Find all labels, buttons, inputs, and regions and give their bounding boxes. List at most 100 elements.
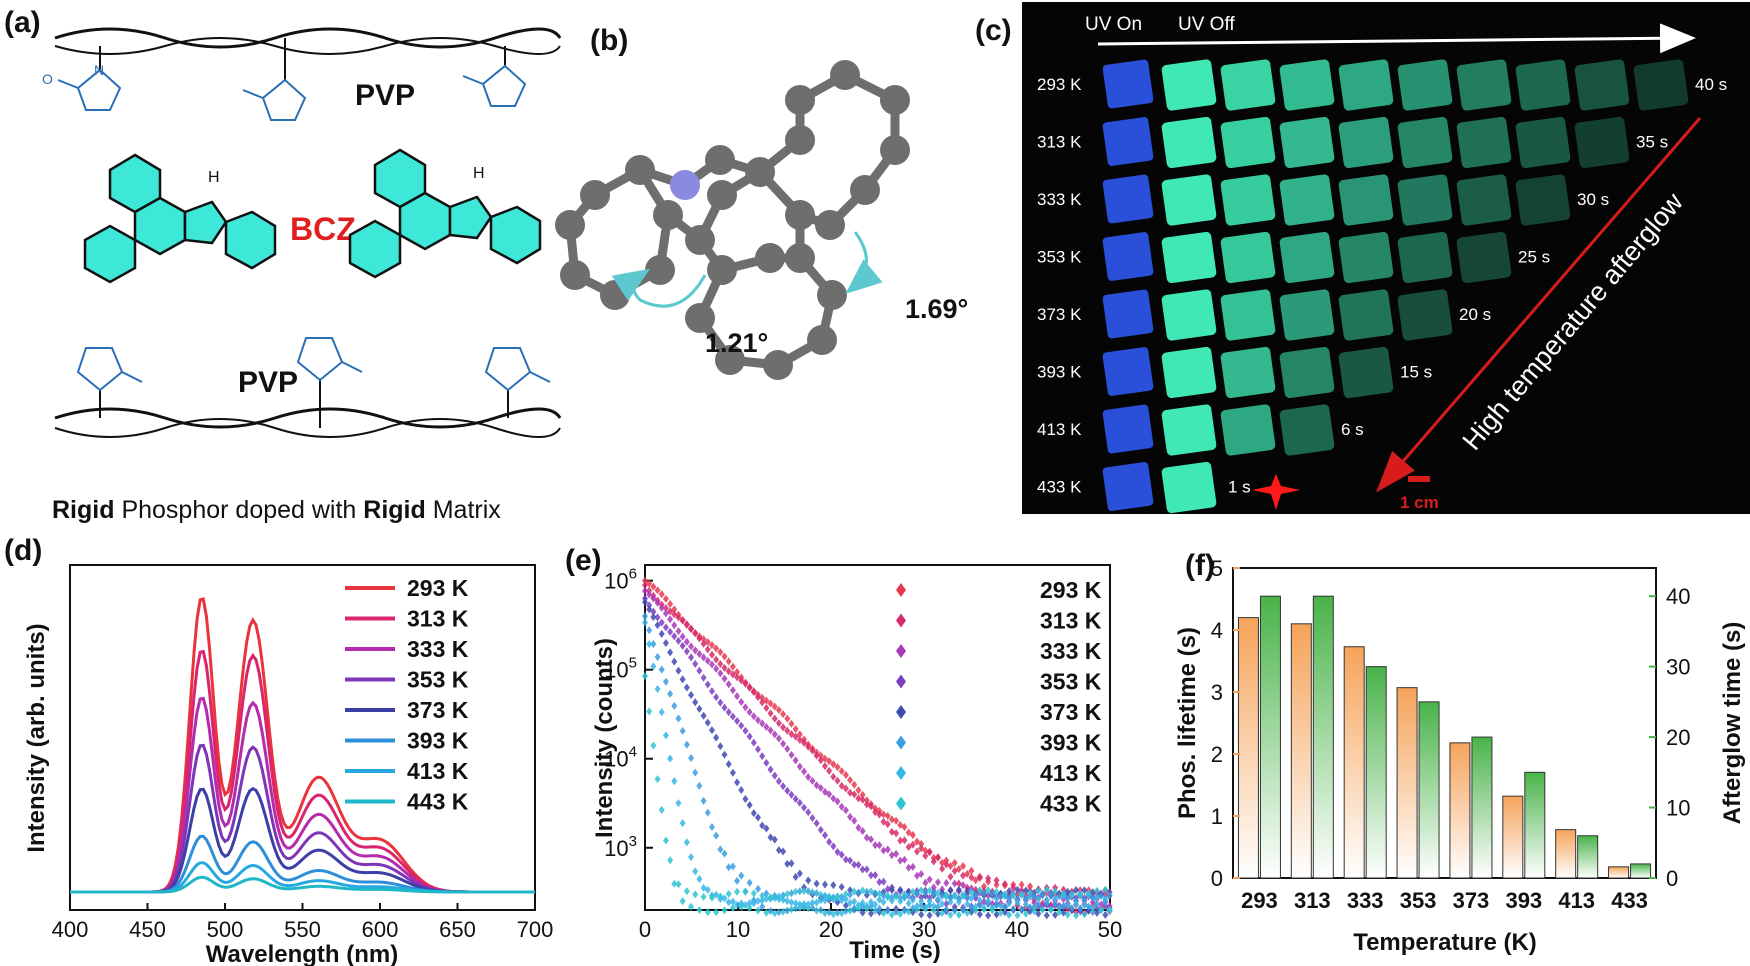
- decay-point-433k: [872, 906, 879, 915]
- decay-point-333k: [662, 609, 669, 618]
- legend-label: 373 K: [407, 697, 469, 723]
- afterglow-sample: [1161, 231, 1217, 284]
- decay-point-413k: [947, 898, 954, 907]
- decay-point-373k: [713, 733, 720, 742]
- decay-point-373k: [700, 711, 707, 720]
- decay-point-313k: [826, 766, 833, 775]
- decay-point-393k: [654, 653, 661, 662]
- decay-point-353k: [767, 765, 774, 774]
- decay-point-373k: [692, 698, 699, 707]
- bar-phos-lifetime: [1343, 646, 1365, 879]
- decay-point-413k: [817, 896, 824, 905]
- decay-point-433k: [704, 908, 711, 917]
- decay-point-353k: [713, 693, 720, 702]
- panel-label-e: (e): [565, 544, 602, 577]
- legend-marker: [896, 583, 906, 597]
- y-tick-label: 104: [604, 744, 637, 772]
- decay-point-413k: [1031, 903, 1038, 912]
- decay-point-413k: [955, 897, 962, 906]
- panel-label-c: (c): [975, 14, 1012, 47]
- decay-point-373k: [662, 639, 669, 648]
- x-tick-label: 700: [517, 917, 554, 942]
- decay-point-433k: [1027, 888, 1034, 897]
- decay-point-413k: [838, 896, 845, 905]
- panel-a-caption: Rigid Phosphor doped with Rigid Matrix: [52, 496, 501, 524]
- afterglow-sample: [1161, 404, 1217, 456]
- decay-point-393k: [976, 901, 983, 910]
- decay-point-433k: [985, 886, 992, 895]
- decay-point-433k: [939, 909, 946, 918]
- decay-point-393k: [1081, 896, 1088, 905]
- decay-point-413k: [642, 618, 648, 627]
- decay-point-433k: [688, 902, 695, 911]
- decay-point-393k: [1064, 894, 1071, 903]
- decay-point-333k: [888, 851, 895, 860]
- decay-point-353k: [801, 803, 808, 812]
- x-tick-label: 293: [1241, 888, 1278, 913]
- decay-point-393k: [662, 677, 669, 686]
- afterglow-sample: [1161, 289, 1217, 341]
- decay-point-413k: [888, 896, 895, 905]
- pvp-side-chain-top-1: [57, 46, 122, 111]
- decay-point-413k: [692, 867, 699, 876]
- decay-point-353k: [696, 666, 703, 675]
- decay-point-373k: [734, 778, 741, 787]
- decay-point-433k: [801, 886, 808, 895]
- decay-point-413k: [876, 895, 883, 904]
- nh-label-1: H: [208, 169, 220, 186]
- y-axis-label-e: Intensity (counts): [591, 638, 618, 838]
- decay-point-433k: [696, 906, 703, 915]
- decay-point-393k: [939, 891, 946, 900]
- decay-point-353k: [784, 786, 791, 795]
- decay-point-313k: [951, 866, 958, 875]
- panel-c-photo: UV On UV Off 293 K 40 s 313 K 35 s 333 K 30 s…: [1022, 2, 1750, 514]
- decay-point-433k: [930, 906, 937, 915]
- decay-point-333k: [725, 680, 732, 689]
- uv-on-sample: [1102, 347, 1154, 396]
- uv-on-label: UV On: [1085, 14, 1142, 35]
- decay-point-433k: [834, 892, 841, 901]
- decay-point-293k: [838, 767, 845, 776]
- afterglow-duration-label: 15 s: [1400, 363, 1432, 382]
- decay-point-413k: [784, 896, 791, 905]
- decay-point-313k: [675, 613, 682, 622]
- decay-point-393k: [813, 889, 820, 898]
- decay-point-433k: [876, 889, 883, 898]
- decay-point-413k: [934, 895, 941, 904]
- pvp-side-chain-bottom-3: [484, 347, 551, 418]
- decay-point-413k: [650, 662, 657, 671]
- legend-label: 393 K: [407, 728, 469, 754]
- panel-label-b: (b): [590, 24, 628, 57]
- decay-point-433k: [713, 908, 720, 917]
- decay-point-373k: [771, 835, 778, 844]
- decay-point-373k: [1102, 910, 1109, 919]
- decay-point-433k: [1014, 911, 1021, 920]
- decay-point-433k: [1035, 886, 1042, 895]
- decay-point-393k: [930, 889, 937, 898]
- decay-point-333k: [683, 637, 690, 646]
- scale-bar: [1408, 476, 1430, 482]
- decay-point-433k: [675, 880, 682, 889]
- decay-point-293k: [788, 719, 795, 728]
- decay-point-313k: [914, 847, 921, 856]
- decay-point-433k: [746, 903, 753, 912]
- decay-point-373k: [918, 910, 925, 919]
- decay-point-373k: [667, 648, 674, 657]
- x-tick-label: 373: [1453, 888, 1490, 913]
- decay-point-353k: [754, 745, 761, 754]
- decay-point-433k: [763, 908, 770, 917]
- decay-point-393k: [775, 908, 782, 917]
- decay-point-333k: [700, 653, 707, 662]
- decay-point-333k: [893, 849, 900, 858]
- legend-label: 413 K: [407, 758, 469, 784]
- decay-point-293k: [968, 866, 975, 875]
- y-axis-label-left-f: Phos. lifetime (s): [1174, 627, 1201, 819]
- decay-point-333k: [767, 726, 774, 735]
- decay-point-433k: [792, 887, 799, 896]
- afterglow-sample: [1220, 289, 1276, 341]
- decay-point-373k: [729, 768, 736, 777]
- decay-point-393k: [805, 887, 812, 896]
- decay-point-353k: [830, 842, 837, 851]
- temperature-label: 433 K: [1037, 478, 1082, 497]
- y-tick-exponent: 4: [629, 744, 637, 761]
